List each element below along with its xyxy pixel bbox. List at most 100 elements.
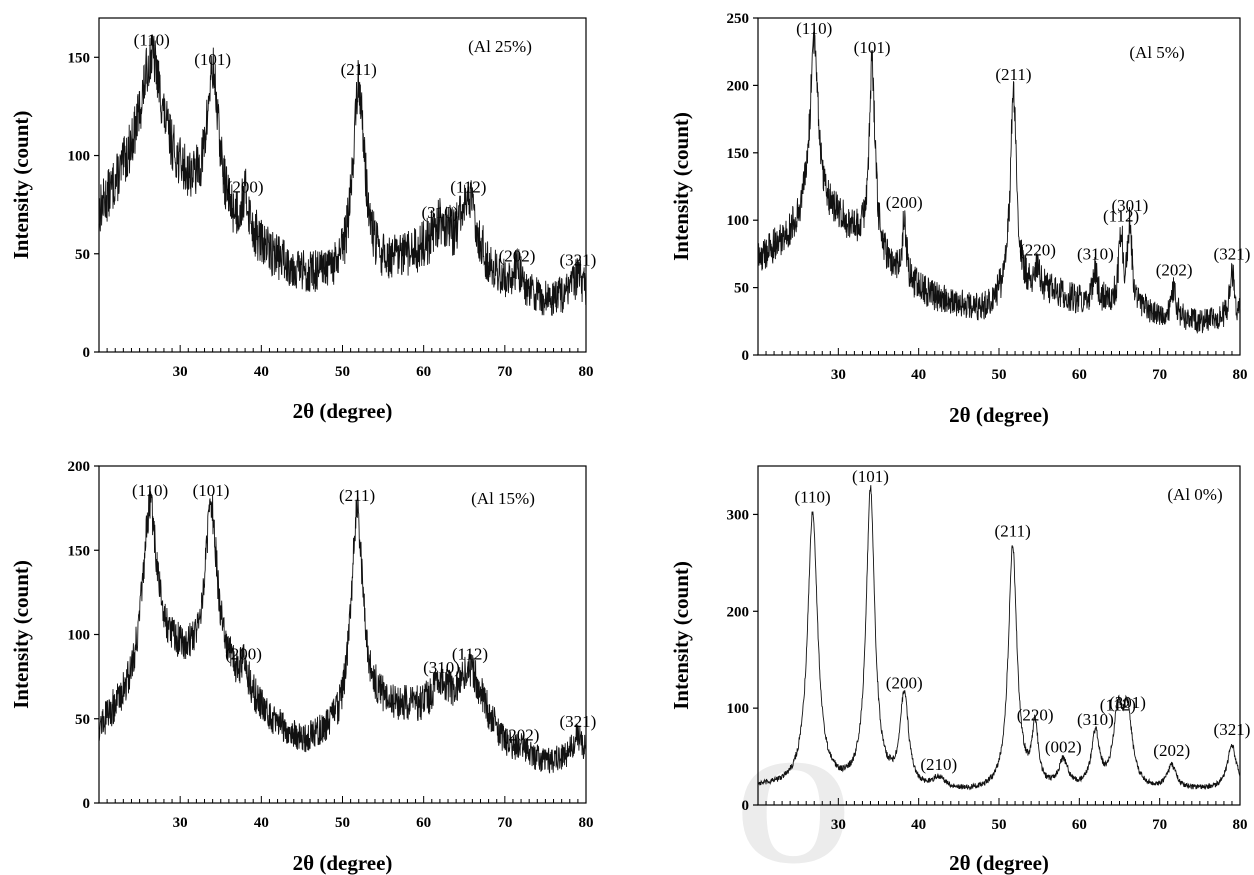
y-tick-label: 150 bbox=[68, 543, 91, 559]
x-tick-label: 30 bbox=[831, 817, 846, 833]
x-tick-label: 80 bbox=[579, 815, 594, 831]
peak-label: (202) bbox=[1153, 741, 1190, 760]
peak-label: (301) bbox=[1109, 693, 1146, 712]
peak-label: (211) bbox=[339, 486, 375, 505]
x-tick-label: 70 bbox=[1152, 367, 1167, 383]
y-axis-label: Intensity (count) bbox=[669, 561, 693, 710]
y-tick-label: 100 bbox=[727, 701, 750, 717]
peak-label: (202) bbox=[1156, 261, 1193, 280]
y-tick-label: 300 bbox=[727, 507, 750, 523]
x-tick-label: 80 bbox=[1233, 817, 1248, 833]
x-tick-label: 70 bbox=[497, 815, 512, 831]
peak-label: (200) bbox=[886, 673, 923, 692]
composition-annotation: (Al 15%) bbox=[471, 489, 535, 508]
y-tick-label: 250 bbox=[727, 11, 750, 27]
x-tick-label: 60 bbox=[1072, 367, 1087, 383]
x-tick-label: 80 bbox=[1233, 367, 1248, 383]
x-tick-label: 60 bbox=[1072, 817, 1087, 833]
peak-label: (200) bbox=[227, 178, 264, 197]
peak-label: (110) bbox=[132, 481, 168, 500]
peak-label: (112) bbox=[452, 645, 488, 664]
peak-label: (110) bbox=[795, 487, 831, 506]
peak-label: (110) bbox=[796, 19, 832, 38]
peak-label: (310) bbox=[1077, 710, 1114, 729]
x-tick-label: 50 bbox=[335, 364, 350, 380]
y-axis-label: Intensity (count) bbox=[9, 560, 33, 709]
xrd-panel-1: 30 40 50 60 70 80 0 50 100 150 Intensity (count) 2θ… bbox=[9, 17, 596, 423]
x-tick-label: 50 bbox=[992, 817, 1007, 833]
peak-label: (002) bbox=[1045, 737, 1082, 756]
composition-annotation: (Al 0%) bbox=[1167, 485, 1222, 504]
x-axis-label: 2θ (degree) bbox=[293, 399, 393, 423]
diffraction-trace bbox=[98, 488, 587, 774]
y-tick-label: 150 bbox=[727, 146, 750, 162]
x-tick-label: 40 bbox=[911, 817, 926, 833]
peak-label: (211) bbox=[995, 65, 1031, 84]
peak-label: (101) bbox=[854, 38, 891, 57]
y-tick-label: 100 bbox=[727, 213, 750, 229]
peak-label: (101) bbox=[852, 467, 889, 486]
peak-label: (310) bbox=[423, 658, 460, 677]
x-tick-label: 60 bbox=[416, 364, 431, 380]
diffraction-trace bbox=[757, 485, 1241, 791]
y-tick-label: 0 bbox=[742, 348, 750, 364]
x-tick-label: 60 bbox=[416, 815, 431, 831]
x-axis-label: 2θ (degree) bbox=[949, 851, 1049, 875]
x-tick-label: 40 bbox=[254, 815, 269, 831]
y-tick-label: 100 bbox=[68, 149, 91, 165]
xrd-panel-2: 30 40 50 60 70 80 0 50 100 150 200 250 Intensity (co… bbox=[669, 11, 1250, 427]
peak-label: (210) bbox=[920, 755, 957, 774]
peak-label: (321) bbox=[1214, 244, 1251, 263]
peak-label: (321) bbox=[1214, 720, 1251, 739]
y-tick-label: 200 bbox=[68, 459, 91, 475]
y-axis-label: Intensity (count) bbox=[9, 111, 33, 260]
x-tick-label: 50 bbox=[992, 367, 1007, 383]
y-tick-label: 50 bbox=[734, 281, 749, 297]
x-tick-label: 70 bbox=[497, 364, 512, 380]
peak-label: (211) bbox=[995, 521, 1031, 540]
peak-label: (321) bbox=[559, 712, 596, 731]
diffraction-trace bbox=[98, 34, 587, 316]
peak-label: (101) bbox=[194, 50, 231, 69]
y-tick-label: 50 bbox=[75, 712, 90, 728]
x-tick-label: 40 bbox=[911, 367, 926, 383]
y-tick-label: 0 bbox=[83, 796, 91, 812]
x-tick-label: 30 bbox=[831, 367, 846, 383]
peak-label: (101) bbox=[193, 481, 230, 500]
xrd-panel-3: 30 40 50 60 70 80 0 50 100 150 200 Intensity (count… bbox=[9, 459, 596, 875]
y-tick-label: 150 bbox=[68, 50, 91, 66]
y-tick-label: 50 bbox=[75, 247, 90, 263]
peak-label: (202) bbox=[499, 246, 536, 265]
y-tick-label: 200 bbox=[727, 78, 750, 94]
x-tick-label: 30 bbox=[173, 364, 188, 380]
y-tick-label: 200 bbox=[727, 604, 750, 620]
composition-annotation: (Al 5%) bbox=[1129, 43, 1184, 62]
peak-label: (202) bbox=[503, 725, 540, 744]
x-axis-label: 2θ (degree) bbox=[949, 403, 1049, 427]
x-tick-label: 30 bbox=[173, 815, 188, 831]
peak-label: (310) bbox=[421, 203, 458, 222]
peak-label: (211) bbox=[341, 60, 377, 79]
y-tick-label: 100 bbox=[68, 628, 91, 644]
peak-label: (110) bbox=[134, 30, 170, 49]
peak-label: (112) bbox=[1100, 696, 1136, 715]
y-tick-label: 0 bbox=[742, 798, 750, 814]
peak-label: (200) bbox=[886, 193, 923, 212]
x-tick-label: 40 bbox=[254, 364, 269, 380]
x-tick-label: 70 bbox=[1152, 817, 1167, 833]
watermark: O bbox=[735, 729, 852, 875]
peak-label: (220) bbox=[1019, 240, 1056, 259]
peak-label: (112) bbox=[1103, 207, 1139, 226]
peak-label: (220) bbox=[1017, 705, 1054, 724]
x-tick-label: 80 bbox=[579, 364, 594, 380]
x-tick-label: 50 bbox=[335, 815, 350, 831]
y-tick-label: 0 bbox=[83, 345, 91, 361]
xrd-panel-4: 30 40 50 60 70 80 0 100 200 300 Intensity (count) 2… bbox=[669, 465, 1251, 875]
y-axis-label: Intensity (count) bbox=[669, 112, 693, 261]
diffraction-trace bbox=[757, 22, 1241, 334]
peak-label: (310) bbox=[1077, 244, 1114, 263]
peak-label: (112) bbox=[450, 178, 486, 197]
peak-label: (200) bbox=[225, 645, 262, 664]
x-axis-label: 2θ (degree) bbox=[293, 851, 393, 875]
